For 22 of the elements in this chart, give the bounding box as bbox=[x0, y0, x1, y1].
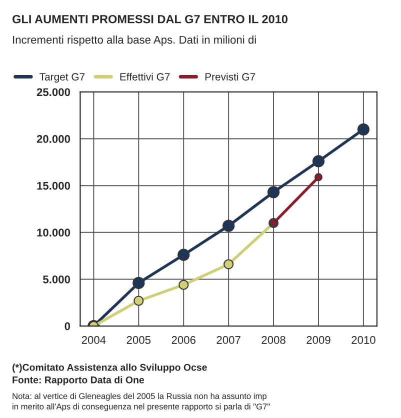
x-tick-label: 2010 bbox=[352, 336, 376, 344]
chart-title: GLI AUMENTI PROMESSI DAL G7 ENTRO IL 2010 bbox=[12, 14, 288, 24]
x-tick-label: 2009 bbox=[306, 336, 330, 344]
chart-subtitle: Incrementi rispetto alla base Aps. Dati in milioni di bbox=[13, 36, 256, 46]
x-tick-label: 2007 bbox=[216, 336, 240, 344]
y-tick-label: 5.000 bbox=[43, 275, 70, 284]
x-tick-label: 2008 bbox=[262, 336, 286, 344]
y-tick-label: 20.000 bbox=[36, 135, 70, 143]
x-tick-label: 2005 bbox=[126, 336, 151, 344]
y-tick-label: 15.000 bbox=[37, 182, 70, 190]
legend-label: Target G7 bbox=[40, 73, 85, 83]
x-tick-label: 2004 bbox=[82, 336, 106, 344]
text: in merito all'Aps di conseguenza nel presente rapporto si parla di "G7" bbox=[12, 403, 270, 412]
legend-label: Previsti G7 bbox=[205, 72, 256, 81]
y-tick-label: 0 bbox=[64, 322, 70, 330]
y-tick-label: 10.000 bbox=[37, 228, 70, 237]
source-note: Fonte: Rapporto Data di One bbox=[12, 376, 144, 386]
y-tick-label: 25.000 bbox=[36, 88, 70, 96]
legend-label: Effettivi G7 bbox=[120, 72, 170, 81]
x-tick-label: 2006 bbox=[172, 336, 196, 344]
text: (*)Comitato Assistenza allo Sviluppo Ocse bbox=[12, 364, 207, 373]
text: Nota: al vertice di Gleneagles del 2005 la Russia non ha assunto imp bbox=[12, 392, 266, 401]
